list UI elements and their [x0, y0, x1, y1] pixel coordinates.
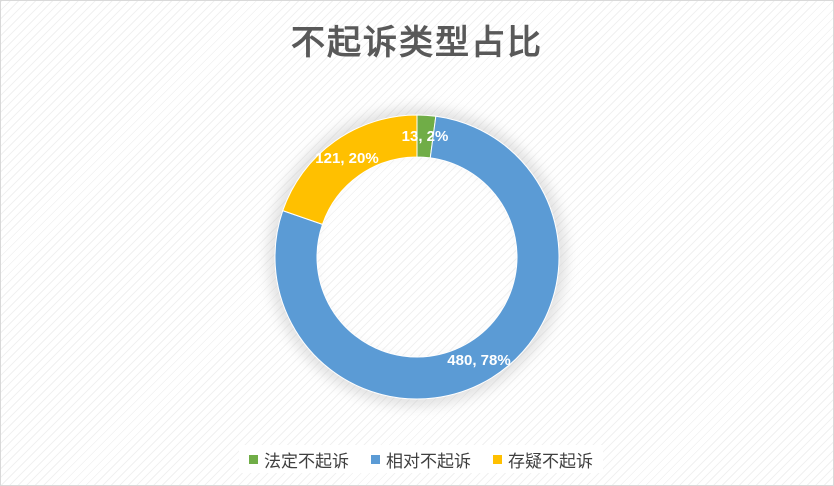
- data-labels: 13, 2% 480, 78% 121, 20%: [315, 128, 510, 369]
- legend-label-relative: 相对不起诉: [386, 451, 471, 472]
- data-label-doubtful: 121, 20%: [315, 150, 378, 167]
- legend-item-doubtful: 存疑不起诉: [493, 447, 593, 472]
- donut-slice-doubtful: [282, 114, 418, 225]
- data-label-statutory: 13, 2%: [402, 128, 449, 145]
- legend: 法定不起诉 相对不起诉 存疑不起诉: [239, 445, 603, 473]
- data-label-relative: 480, 78%: [447, 352, 510, 369]
- legend-item-relative: 相对不起诉: [371, 447, 471, 472]
- donut-slice-relative: [274, 115, 560, 400]
- legend-item-statutory: 法定不起诉: [249, 447, 349, 472]
- legend-swatch-statutory: [249, 454, 258, 464]
- legend-label-statutory: 法定不起诉: [264, 451, 349, 472]
- legend-swatch-doubtful: [493, 454, 502, 464]
- chart-title: 不起诉类型占比: [291, 23, 543, 63]
- donut-slices: [274, 114, 560, 400]
- legend-label-doubtful: 存疑不起诉: [508, 451, 593, 472]
- legend-swatch-relative: [371, 454, 380, 464]
